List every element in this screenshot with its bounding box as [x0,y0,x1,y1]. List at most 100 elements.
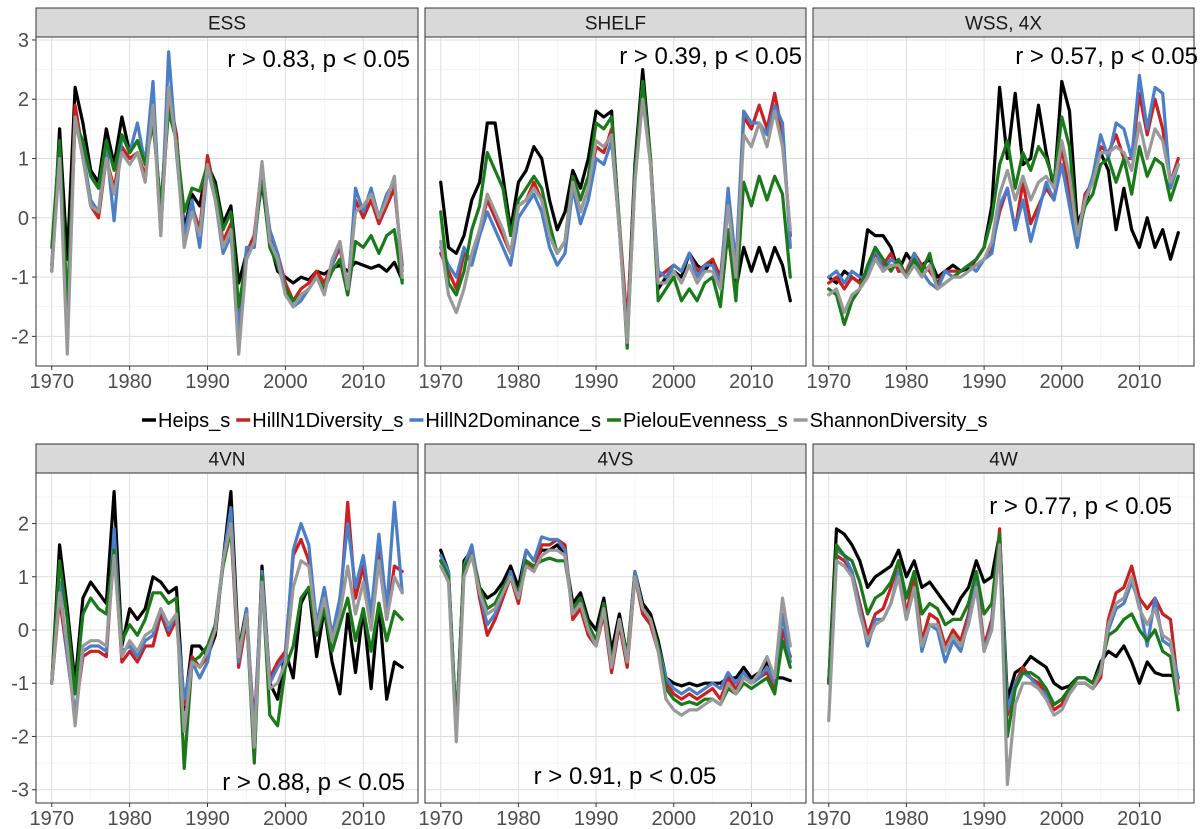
legend: Heips_s HillN1Diversity_s HillN2Dominance_… [142,410,987,432]
panel-border [35,36,419,367]
correlation-annotation: r > 0.91, p < 0.05 [534,763,717,790]
x-tick-label: 1990 [574,808,619,829]
strip-4vn [35,443,419,474]
panel-border [424,472,807,804]
x-tick-label: 1970 [806,808,851,829]
y-tick-label: 2 [18,89,29,111]
x-tick-label: 2000 [652,808,697,829]
x-tick-label: 2000 [1040,808,1085,829]
series-group [50,490,404,771]
strip-label: WSS, 4X [965,14,1042,35]
gridlines [36,473,418,803]
y-tick-label: 0 [18,208,29,230]
correlation-annotation: r > 0.39, p < 0.05 [619,43,802,70]
series-group [439,535,792,744]
x-tick-label: 1970 [30,371,75,393]
y-tick-label: -2 [11,726,29,748]
legend-item-shannondiversity-s: ShannonDiversity_s [793,410,988,432]
series-line-shannondiversity-s [50,521,404,749]
series-group [827,73,1180,327]
strip-shelf [424,7,807,38]
y-tick-label: 0 [18,620,29,642]
x-tick-label: 2010 [1117,371,1162,393]
legend-label: HillN2Dominance_s [425,410,601,432]
x-tick-label: 1980 [496,808,541,829]
correlation-annotation: r > 0.77, p < 0.05 [989,493,1172,520]
x-tick-label: 1990 [962,371,1007,393]
panel-shelf: SHELF 1970 1980 1990 2000 2010 r > 0.39, p < 0… [418,7,807,393]
strip-label: SHELF [585,14,646,35]
x-tick-label: 1980 [496,371,541,393]
x-tick-label: 2000 [263,371,308,393]
y-tick-label: 1 [18,149,29,171]
panel-border [812,36,1195,367]
panel-4w: 4W 1970 1980 1990 2000 2010 r > 0.77, p < 0.05 [806,443,1195,829]
x-tick-label: 1990 [185,371,230,393]
strip-label: ESS [208,14,246,35]
legend-item-hilln1diversity-s: HillN1Diversity_s [236,410,403,432]
x-tick-label: 2000 [652,371,697,393]
panel-wss-4x: WSS, 4X 1970 1980 1990 2000 2010 r > 0.57, p <… [806,7,1198,393]
legend-item-pielouevenness-s: PielouEvenness_s [607,410,788,432]
legend-label: PielouEvenness_s [623,410,788,432]
x-tick-label: 2010 [729,371,774,393]
x-tick-label: 1970 [30,808,75,829]
x-tick-label: 1980 [884,371,929,393]
correlation-annotation: r > 0.83, p < 0.05 [227,46,410,73]
x-tick-label: 1980 [107,371,152,393]
correlation-annotation: r > 0.88, p < 0.05 [222,769,405,796]
legend-label: HillN1Diversity_s [252,410,403,432]
panel-4vs: 4VS 1970 1980 1990 2000 2010 r > 0.91, p < 0.0… [418,443,807,829]
series-line-shannondiversity-s [439,548,792,744]
legend-label: Heips_s [158,410,230,432]
panel-border [812,472,1195,804]
y-tick-label: -2 [11,326,29,348]
series-group [50,50,404,356]
x-tick-label: 1980 [884,808,929,829]
strip-label: 4VN [209,450,246,471]
y-tick-label: 1 [18,567,29,589]
strip-label: 4VS [598,450,634,471]
strip-ess [35,7,419,38]
legend-item-heips-s: Heips_s [142,410,230,432]
series-line-pielouevenness-s [50,109,404,309]
strip-label: 4W [989,450,1018,471]
correlation-annotation: r > 0.57, p < 0.05 [1015,43,1198,70]
x-tick-label: 1970 [806,371,851,393]
x-tick-label: 1990 [574,371,619,393]
strip-4w [812,443,1195,474]
legend-label: ShannonDiversity_s [810,410,988,432]
series-line-shannondiversity-s [827,121,1180,315]
panel-border [35,472,419,804]
panel-4vn: 4VN 1970 1980 1990 2000 2010 -3 -2 -1 0 1 2 r > 0.88… [11,443,419,829]
x-tick-label: 1980 [107,808,152,829]
x-tick-label: 1990 [962,808,1007,829]
series-line-shannondiversity-s [827,543,1180,787]
gridlines [813,473,1194,803]
x-tick-label: 2010 [341,808,386,829]
x-tick-label: 1970 [418,808,463,829]
panel-border [424,36,807,367]
x-tick-label: 2000 [263,808,308,829]
series-group [827,527,1180,787]
y-tick-label: 2 [18,514,29,536]
series-line-heips-s [827,79,1180,285]
strip-wss-4x [812,7,1195,38]
x-tick-label: 2010 [729,808,774,829]
x-tick-label: 2010 [341,371,386,393]
series-line-shannondiversity-s [439,97,792,344]
x-tick-label: 2010 [1117,808,1162,829]
y-tick-label: -1 [11,267,29,289]
legend-item-hilln2dominance-s: HillN2Dominance_s [409,410,601,432]
y-tick-label: -1 [11,673,29,695]
y-tick-label: 3 [18,30,29,52]
x-tick-label: 1970 [418,371,463,393]
gridlines [425,473,806,803]
series-line-shannondiversity-s [50,85,404,356]
x-tick-label: 1990 [185,808,230,829]
panel-ess: ESS 1970 1980 1990 2000 2010 -2 -1 0 1 2 3 r > 0.83,… [11,7,419,393]
x-tick-label: 2000 [1040,371,1085,393]
series-group [439,67,792,350]
series-line-pielouevenness-s [827,115,1180,327]
